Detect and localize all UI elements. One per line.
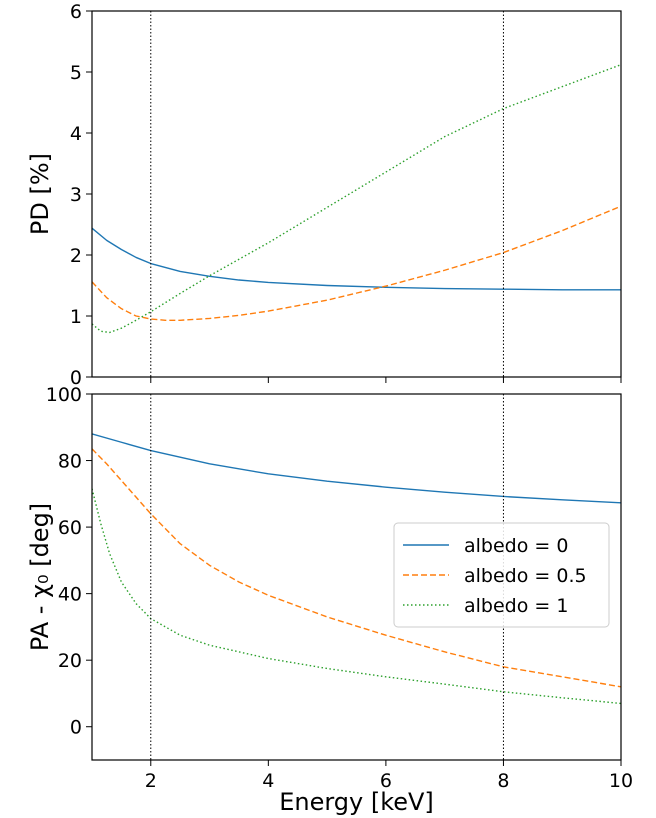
top-panel-y-ticks: 0 1 2 3 4 5 6 [70,1,92,389]
y-tick-label: 80 [58,451,82,473]
y-tick-label: 2 [70,245,82,267]
bottom-panel-pa: 0 20 40 60 80 100 2 4 6 8 10 PA - χ₀ [deg] Energy… [26,384,633,816]
series-line-3 [92,64,621,334]
legend-label-1: albedo = 0 [464,535,568,557]
x-tick-label: 4 [262,770,274,792]
series-line-1 [92,227,621,291]
x-tick-label: 10 [609,770,633,792]
top-y-axis-label: PD [%] [26,153,54,235]
y-tick-label: 5 [70,62,82,84]
top-panel-series [92,64,621,334]
y-tick-label: 0 [70,367,82,389]
y-tick-label: 60 [58,517,82,539]
legend-box [393,522,610,628]
series-line-2 [92,205,621,321]
top-panel-pd: 0 1 2 3 4 5 6 PD [%] [26,1,622,389]
series-line-3 [92,488,621,705]
x-tick-label: 6 [380,770,392,792]
legend: albedo = 0 albedo = 0.5 albedo = 1 [393,522,610,628]
legend-label-3: albedo = 1 [464,595,568,617]
y-tick-label: 100 [46,384,82,406]
top-panel-reference-lines [150,11,504,377]
series-line-2 [92,448,621,688]
bottom-panel-series [92,433,621,705]
bottom-panel-y-ticks: 0 20 40 60 80 100 [46,384,92,739]
y-tick-label: 3 [70,184,82,206]
y-tick-label: 40 [58,584,82,606]
bottom-panel-x-ticks: 2 4 6 8 10 [145,760,633,792]
bottom-y-axis-label: PA - χ₀ [deg] [26,503,54,651]
legend-label-2: albedo = 0.5 [464,565,587,587]
y-tick-label: 0 [70,717,82,739]
y-tick-label: 20 [58,650,82,672]
x-tick-label: 8 [497,770,509,792]
x-tick-label: 2 [145,770,157,792]
bottom-panel-frame [91,393,622,761]
y-tick-label: 4 [70,123,82,145]
series-line-1 [92,433,621,504]
x-axis-label: Energy [keV] [279,788,434,816]
y-tick-label: 1 [70,306,82,328]
top-panel-x-ticks [150,377,622,383]
y-tick-label: 6 [70,1,82,23]
